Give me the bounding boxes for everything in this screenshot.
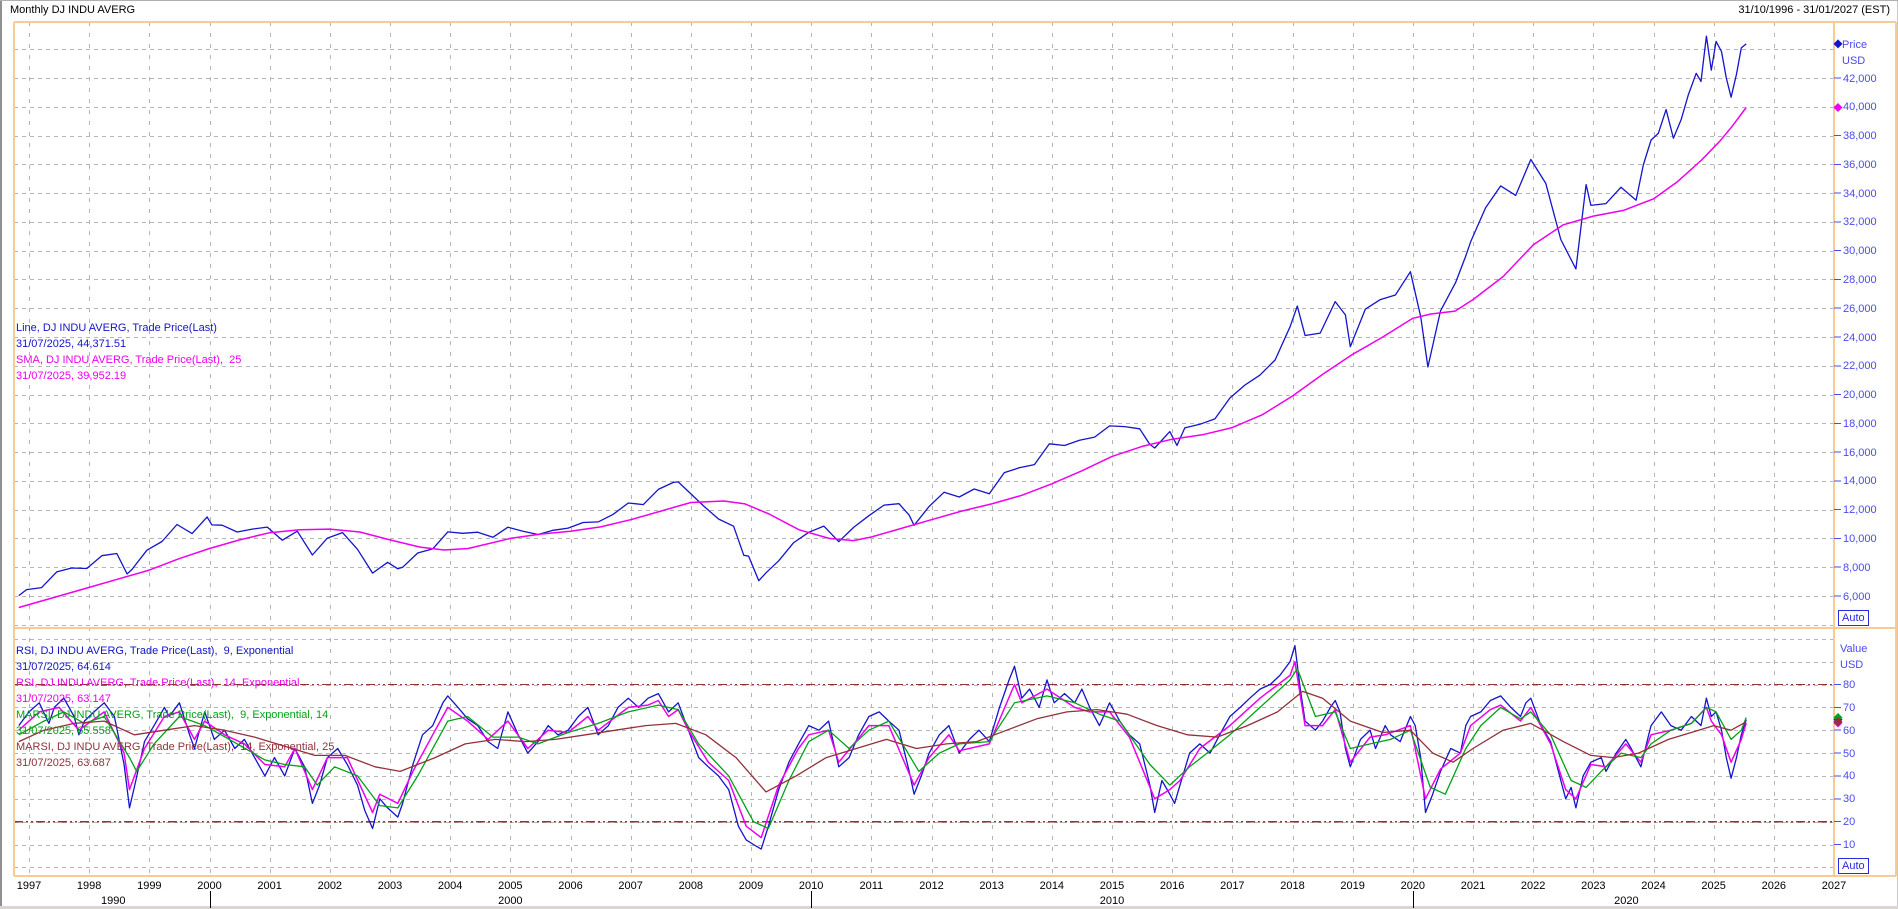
window-edge-bottom (0, 906, 1898, 909)
decade-label: 2010 (1099, 895, 1125, 907)
year-label: 2020 (1400, 880, 1426, 892)
marsi-14-25-line-series[interactable] (18, 690, 1747, 793)
legend-line[interactable]: MARSI, DJ INDU AVERG, Trade Price(Last),… (16, 741, 335, 753)
rsi-tick-label: 40 (1843, 770, 1856, 783)
year-label: 2027 (1821, 880, 1847, 892)
price-tick-label: 30,000 (1843, 245, 1877, 258)
date-range-label: 31/10/1996 - 31/01/2027 (EST) (1738, 4, 1890, 16)
price-line-series[interactable] (18, 35, 1747, 597)
year-label: 2013 (979, 880, 1004, 892)
year-label: 2009 (738, 880, 764, 892)
legend-line[interactable]: 31/07/2025, 64.614 (16, 661, 111, 673)
rsi-tick-label: 80 (1843, 679, 1856, 691)
price-panel-plot-area[interactable] (14, 22, 1834, 628)
decade-label: 1990 (100, 895, 126, 907)
year-label: 2003 (377, 880, 403, 892)
rsi-tick-label: 70 (1843, 701, 1856, 714)
year-label: 2002 (317, 880, 343, 892)
price-tick-label: 36,000 (1843, 158, 1877, 171)
auto-scale-button-price[interactable]: Auto (1838, 610, 1869, 626)
price-tick-label: 24,000 (1843, 331, 1877, 344)
window-edge-left (0, 1, 2, 909)
price-axis-currency: USD (1842, 55, 1866, 67)
price-tick-label: 34,000 (1843, 187, 1877, 200)
year-label: 2004 (437, 880, 463, 892)
decade-label: 2020 (1614, 895, 1639, 907)
year-label: 1998 (76, 880, 102, 892)
price-panel-legend[interactable]: Line, DJ INDU AVERG, Trade Price(Last) 31… (16, 320, 241, 384)
legend-line[interactable]: 31/07/2025, 65.558 (16, 725, 111, 737)
year-label: 2005 (498, 880, 523, 892)
price-tick-label: 18,000 (1843, 417, 1877, 430)
legend-line[interactable]: MARSI, DJ INDU AVERG, Trade Price(Last),… (16, 709, 329, 721)
rsi-tick-label: 50 (1843, 747, 1856, 760)
year-label: 2007 (618, 880, 643, 892)
sma-last-value-diamond-marker (1833, 102, 1843, 112)
year-label: 2008 (678, 880, 704, 892)
year-label: 2022 (1520, 880, 1546, 892)
year-label: 2025 (1701, 880, 1726, 892)
year-label: 1999 (137, 880, 162, 892)
rsi-panel-legend[interactable]: RSI, DJ INDU AVERG, Trade Price(Last), 9… (16, 643, 334, 771)
year-label: 2012 (919, 880, 944, 892)
year-label: 2017 (1220, 880, 1245, 892)
price-tick-label: 12,000 (1843, 504, 1877, 517)
year-label: 2006 (558, 880, 583, 892)
last-price-diamond-marker (1833, 39, 1843, 49)
year-label: 2010 (798, 880, 824, 892)
price-tick-label: 14,000 (1843, 475, 1877, 488)
year-label: 1997 (16, 880, 42, 892)
price-tick-label: 38,000 (1843, 130, 1877, 143)
price-tick-label: 6,000 (1843, 590, 1871, 603)
marsi-9-14-line-series[interactable] (18, 667, 1747, 830)
chart-title: Monthly DJ INDU AVERG (10, 4, 136, 16)
year-label: 2001 (257, 880, 282, 892)
decade-label: 2000 (498, 895, 523, 907)
rsi-tick-label: 30 (1843, 793, 1856, 806)
rsi9-line-series[interactable] (18, 644, 1747, 850)
price-tick-label: 10,000 (1843, 532, 1877, 545)
year-label: 2018 (1280, 880, 1305, 892)
price-tick-label: 20,000 (1843, 389, 1877, 402)
rsi14-line-series[interactable] (18, 660, 1747, 839)
year-label: 2026 (1761, 880, 1787, 892)
value-axis-currency: USD (1840, 659, 1864, 671)
rsi-tick-label: 10 (1843, 839, 1856, 851)
price-axis-title: Price (1842, 39, 1868, 51)
year-label: 2011 (859, 880, 884, 892)
price-tick-label: 22,000 (1843, 360, 1877, 373)
price-tick-label: 32,000 (1843, 216, 1877, 229)
legend-line[interactable]: 31/07/2025, 39,952.19 (16, 370, 127, 382)
legend-line[interactable]: 31/07/2025, 44,371.51 (16, 338, 127, 350)
value-axis-title: Value (1840, 643, 1868, 655)
year-label: 2016 (1159, 880, 1185, 892)
year-label: 2014 (1039, 880, 1065, 892)
price-tick-label: 16,000 (1843, 446, 1877, 459)
rsi-tick-label: 20 (1843, 816, 1856, 829)
sma-line-series[interactable] (18, 107, 1747, 609)
legend-line[interactable]: 31/07/2025, 63.147 (16, 693, 111, 705)
auto-scale-button-rsi[interactable]: Auto (1838, 858, 1869, 874)
marsi-14-25-last-value-diamond-marker (1833, 717, 1843, 727)
price-tick-label: 8,000 (1843, 561, 1871, 574)
price-tick-label: 40,000 (1843, 101, 1877, 114)
rsi-tick-label: 60 (1843, 724, 1856, 737)
year-label: 2023 (1581, 880, 1606, 892)
year-label: 2019 (1340, 880, 1365, 892)
price-tick-label: 42,000 (1843, 72, 1877, 85)
legend-line[interactable]: RSI, DJ INDU AVERG, Trade Price(Last), 1… (16, 677, 300, 689)
rsi-panel-plot-area[interactable] (14, 628, 1834, 876)
legend-line[interactable]: RSI, DJ INDU AVERG, Trade Price(Last), 9… (16, 645, 294, 657)
legend-line[interactable]: Line, DJ INDU AVERG, Trade Price(Last) (16, 322, 217, 334)
price-tick-label: 28,000 (1843, 273, 1877, 286)
year-label: 2015 (1099, 880, 1125, 892)
legend-line[interactable]: SMA, DJ INDU AVERG, Trade Price(Last), 2… (16, 354, 242, 366)
year-label: 2021 (1460, 880, 1486, 892)
year-label: 2000 (197, 880, 222, 892)
legend-line[interactable]: 31/07/2025, 63.687 (16, 757, 111, 769)
year-label: 2024 (1641, 880, 1666, 892)
price-tick-label: 26,000 (1843, 302, 1877, 315)
